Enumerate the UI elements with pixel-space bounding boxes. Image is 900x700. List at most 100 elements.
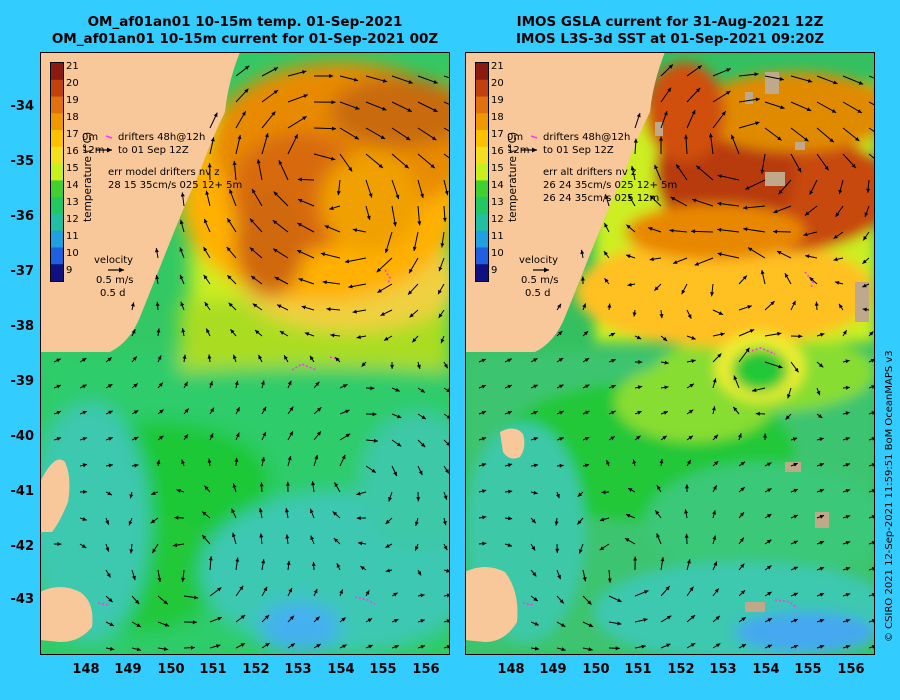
current-vector-head [264,133,269,138]
current-vector-head [285,481,290,486]
current-vector-head [656,533,660,538]
current-vector-head [262,406,267,412]
left-legend-depth-b: 12m [82,145,105,156]
current-vector-head [304,332,310,336]
colorbar-swatch [51,213,63,232]
left-map-svg [40,52,450,655]
current-vector-head [394,645,399,649]
current-vector-head [668,64,673,69]
colorbar-swatch [476,247,488,265]
current-vector-head [231,508,236,514]
current-vector-head [316,431,321,436]
current-vector-head [726,68,731,72]
current-vector-head [348,167,353,172]
drifter-legend-marker [530,135,538,139]
current-vector-head [584,463,590,468]
current-vector-head [604,223,608,228]
current-vector-head [733,375,738,380]
current-vector-head [845,515,851,519]
current-vector-head [578,549,583,554]
current-vector-head [531,546,536,551]
current-vector-head [345,433,351,438]
current-vector-head [637,385,643,390]
current-vector-head [83,489,88,494]
current-vector-head [259,482,264,487]
current-vector-head [863,236,868,241]
current-vector-head [819,644,825,649]
current-vector-head [109,622,114,626]
current-vector-head [665,586,670,591]
current-vector-head [303,94,308,98]
current-vector-head [240,615,246,620]
current-vector-head [809,190,814,195]
current-vector-head [317,407,322,412]
current-vector-head [691,335,696,340]
colorbar-swatch [476,180,488,198]
colorbar-tick-label: 12 [491,214,504,225]
current-vector-head [583,331,589,336]
current-vector-head [179,274,184,280]
current-vector-head [749,329,755,333]
colorbar-tick-label: 21 [66,61,79,72]
current-vector-head [336,191,341,196]
current-vector-head [108,437,113,441]
colorbar-tick-label: 12 [66,214,79,225]
current-vector-head [696,87,701,93]
left-velocity-title: velocity [94,255,134,266]
right-velocity-duration: 0.5 d [525,288,551,299]
current-vector-head [329,206,334,210]
current-vector-head [738,433,742,438]
current-vector-head [664,360,669,365]
current-vector-head [206,328,210,333]
left-map-panel [40,52,450,655]
current-vector-head [297,223,302,227]
current-vector-head [341,454,346,460]
current-vector-head [129,549,134,554]
current-vector-head [430,164,435,169]
x-tick-label: 156 [412,662,440,677]
current-vector-head [234,380,239,385]
current-vector-head [203,274,208,280]
colorbar-tick-label: 21 [491,61,504,72]
current-vector-head [712,535,717,540]
current-vector-head [845,411,850,416]
current-vector-head [507,358,512,363]
current-vector-head [204,302,209,307]
current-vector-head [284,355,288,360]
current-vector-head [202,534,207,540]
current-vector-head [263,586,268,592]
current-vector-head [717,201,722,206]
current-vector-head [239,585,244,591]
current-vector-head [610,333,616,337]
x-tick-label: 148 [72,662,100,677]
current-vector-head [584,358,590,362]
colorbar-tick-label: 13 [491,197,504,208]
current-vector-head [244,88,249,93]
current-vector-head [217,587,222,592]
current-vector-head [229,189,233,194]
current-vector-head [252,188,256,194]
current-vector-head [151,491,156,495]
current-vector-head [641,644,646,649]
current-vector-head [740,461,745,466]
current-vector-head [354,135,359,140]
left-legend-drifters-line1: drifters 48h@12h [118,132,206,143]
current-vector-head [814,301,819,306]
current-vector-head [329,74,334,78]
right-velocity-speed: 0.5 m/s [521,275,559,286]
x-tick-label: 151 [624,662,652,677]
current-vector-head [793,540,798,545]
current-vector-head [334,482,339,487]
current-vector-head [209,433,214,438]
current-vector-head [710,292,715,297]
current-vector-head [638,360,643,364]
current-vector-head [228,302,233,307]
colorbar-swatch [51,96,63,114]
current-vector-head [794,367,799,373]
current-vector-head [132,575,136,581]
current-vector-head [352,228,358,233]
current-vector-head [366,215,371,220]
current-vector-head [690,615,696,620]
current-vector-head [309,355,314,361]
current-vector-head [395,387,400,392]
